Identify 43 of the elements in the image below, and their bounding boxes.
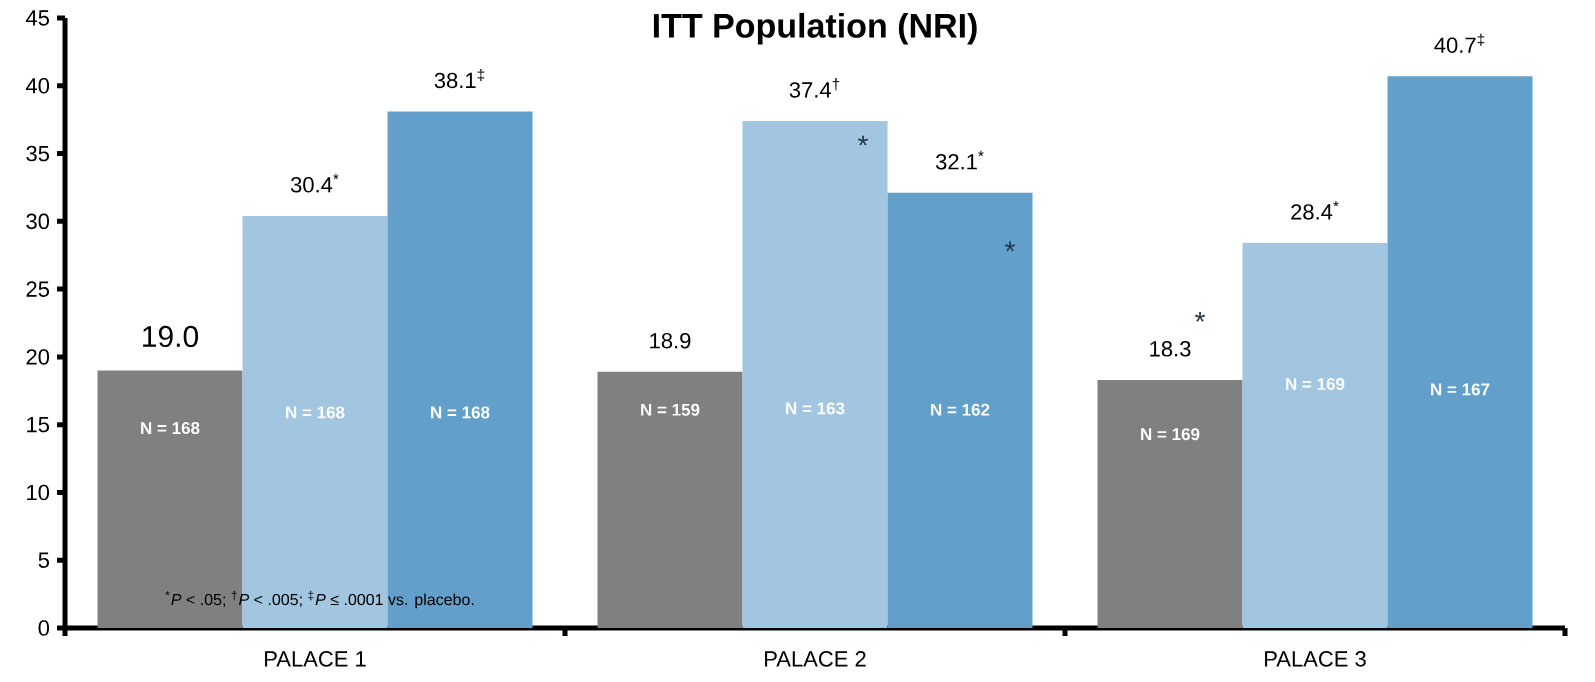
y-tick-label: 5 [38,552,49,568]
data-label: 37.4$^{†}$ [789,78,840,98]
annotation: * [1195,312,1206,322]
annotation: N = 169 [1286,378,1345,391]
bar [887,192,1033,628]
x-tick-label: PALACE 3 [1265,651,1366,667]
y-tick-label: 45 [25,10,49,26]
annotation: * [1005,241,1016,252]
annotation: N = 167 [1431,383,1490,396]
bar [1387,76,1533,628]
y-tick-label: 20 [26,349,50,365]
y-tick-label: 30 [26,213,50,230]
y-tick-label: 25 [26,281,49,297]
bar [597,371,743,628]
y-tick-label: 35 [26,145,49,162]
annotation: * [858,135,869,146]
x-tick-label: PALACE 1 [265,651,366,667]
y-tick-label: 40 [25,78,50,94]
annotation: N = 168 [286,406,345,419]
bar [387,111,533,628]
data-label: 32.1$^{*}$ [935,150,984,170]
text: $^{*}$P < .05; $^{†}$P < .005; $^{‡}$P ≤ .0001 vs. placebo. [165,590,474,609]
chart-title: ITT Population (NRI) [653,12,977,45]
annotation: N = 159 [641,403,700,416]
x-tick-label: PALACE 2 [765,651,866,667]
annotation: N = 169 [1141,428,1200,441]
data-label: 40.7$^{‡}$ [1434,33,1485,53]
annotation: N = 168 [141,422,200,435]
y-tick-label: 10 [27,484,50,501]
y-tick-label: 15 [27,417,49,433]
data-label: 38.1$^{‡}$ [434,68,485,89]
bar [742,121,888,628]
annotation: N = 162 [931,403,990,416]
data-label: 30.4$^{*}$ [290,173,339,193]
data-label: 28.4$^{*}$ [1291,200,1339,220]
bar [1242,243,1388,628]
bar [1097,379,1243,628]
annotation: N = 168 [431,406,490,419]
data-label: 18.3 [1150,341,1191,357]
data-label: 19.0 [143,325,199,348]
data-label: 18.9 [650,332,691,349]
annotation: N = 163 [786,402,845,415]
y-tick-label: 0 [38,620,50,636]
